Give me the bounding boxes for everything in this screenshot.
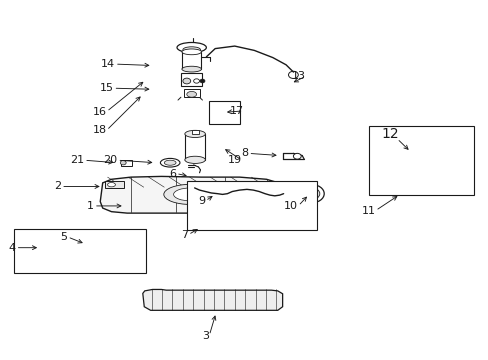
Ellipse shape xyxy=(398,154,422,172)
Ellipse shape xyxy=(307,191,315,197)
Ellipse shape xyxy=(163,184,217,204)
Text: 14: 14 xyxy=(101,59,115,69)
Bar xyxy=(105,181,123,188)
Ellipse shape xyxy=(217,104,229,116)
Text: 6: 6 xyxy=(169,168,176,179)
Ellipse shape xyxy=(182,66,201,72)
Text: 12: 12 xyxy=(381,127,398,141)
Bar xyxy=(181,73,202,86)
Ellipse shape xyxy=(182,49,201,55)
Bar xyxy=(184,134,205,160)
Ellipse shape xyxy=(160,158,180,167)
Ellipse shape xyxy=(184,156,205,163)
Text: 3: 3 xyxy=(202,330,209,341)
Ellipse shape xyxy=(120,161,126,165)
Text: 9: 9 xyxy=(198,196,205,206)
Ellipse shape xyxy=(299,185,324,203)
Bar xyxy=(183,89,199,97)
Bar xyxy=(121,160,132,166)
Ellipse shape xyxy=(193,79,199,83)
Text: 2: 2 xyxy=(54,181,61,192)
Ellipse shape xyxy=(220,115,226,121)
Text: 21: 21 xyxy=(70,155,84,165)
Polygon shape xyxy=(100,176,288,213)
Text: 10: 10 xyxy=(284,201,298,211)
Bar xyxy=(368,126,473,195)
Text: 17: 17 xyxy=(229,106,243,116)
Ellipse shape xyxy=(288,71,298,78)
Text: 18: 18 xyxy=(92,125,106,135)
Text: 7: 7 xyxy=(181,230,188,240)
Ellipse shape xyxy=(220,109,226,116)
Ellipse shape xyxy=(183,78,190,84)
Polygon shape xyxy=(27,230,137,239)
Ellipse shape xyxy=(184,130,205,138)
Text: 20: 20 xyxy=(103,155,117,165)
Bar xyxy=(209,101,239,124)
Text: 16: 16 xyxy=(92,107,106,117)
Polygon shape xyxy=(142,289,282,310)
Ellipse shape xyxy=(177,42,206,53)
Ellipse shape xyxy=(190,185,196,191)
Bar xyxy=(191,130,198,134)
Text: 15: 15 xyxy=(99,83,113,93)
Text: 19: 19 xyxy=(227,155,242,165)
Ellipse shape xyxy=(164,160,176,165)
Bar xyxy=(182,52,201,69)
Bar xyxy=(281,190,290,197)
Ellipse shape xyxy=(200,79,204,83)
Text: 4: 4 xyxy=(8,243,16,253)
Text: 11: 11 xyxy=(361,206,375,216)
Ellipse shape xyxy=(173,188,207,201)
Ellipse shape xyxy=(293,153,301,159)
Text: 1: 1 xyxy=(87,201,94,211)
Ellipse shape xyxy=(107,183,115,187)
Text: 8: 8 xyxy=(241,148,248,158)
Bar xyxy=(186,181,316,230)
Ellipse shape xyxy=(406,160,414,166)
Ellipse shape xyxy=(183,47,200,53)
Bar xyxy=(14,229,145,273)
Ellipse shape xyxy=(186,91,196,97)
Text: 13: 13 xyxy=(291,71,305,81)
Ellipse shape xyxy=(403,157,417,168)
Ellipse shape xyxy=(304,188,319,199)
Text: 5: 5 xyxy=(61,232,67,242)
